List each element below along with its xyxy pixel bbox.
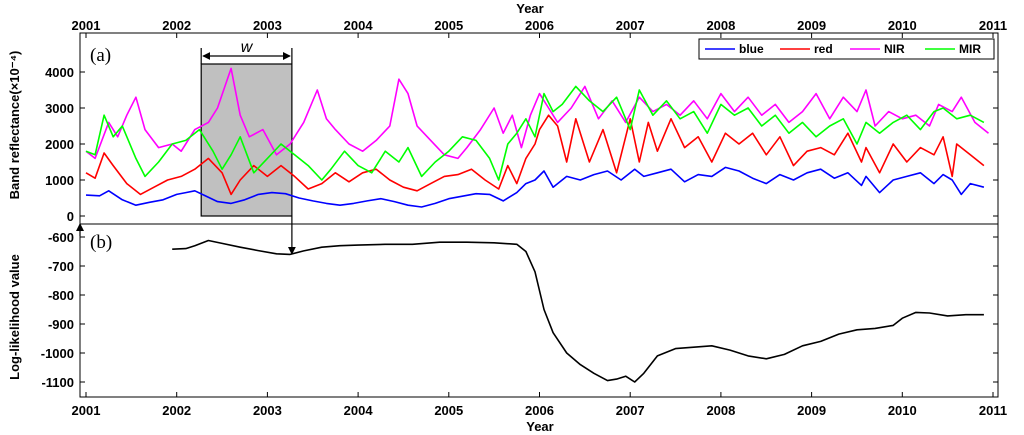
legend-label-nir: NIR [884, 42, 905, 56]
series-nir-line [85, 67, 989, 160]
panel-b-y-tick-label: -1100 [41, 375, 74, 390]
panel-b-y-tick-label: -1000 [41, 346, 74, 361]
x-tick-label-top: 2002 [162, 18, 191, 33]
legend-box [698, 38, 995, 60]
x-tick-label-top: 2010 [888, 18, 917, 33]
panel-a-label: (a) [90, 45, 111, 66]
x-tick-label-top: 2005 [434, 18, 463, 33]
series-blue-line [85, 166, 985, 208]
x-tick-label-bottom: 2002 [162, 403, 191, 418]
series-mir-line [85, 85, 985, 181]
top-x-axis-title: Year [516, 1, 543, 16]
x-tick-label-bottom: 2011 [979, 403, 1007, 418]
series-log-likelihood-line [172, 239, 984, 383]
x-tick-label-top: 2009 [797, 18, 826, 33]
x-tick-label-bottom: 2007 [616, 403, 645, 418]
axis-ticks: 2001 2001 2002 2002 2003 2003 2004 2004 2005 2005… [41, 18, 1007, 418]
panel-b-label: (b) [90, 232, 112, 253]
x-tick-label-top: 2004 [344, 18, 374, 33]
x-tick-label-bottom: 2004 [344, 403, 374, 418]
panel-b-series [172, 239, 984, 383]
x-tick-label-bottom: 2001 [72, 403, 101, 418]
x-tick-label-top: 2001 [72, 18, 101, 33]
x-tick-label-top: 2007 [616, 18, 645, 33]
panel-a-y-tick-label: 4000 [45, 65, 74, 80]
x-tick-label-bottom: 2010 [888, 403, 917, 418]
panel-a-y-axis-title: Band reflectance(×10⁻⁴) [7, 51, 22, 200]
panel-a-y-tick-label: 3000 [45, 101, 74, 116]
panel-a-y-tick-label: 1000 [45, 173, 74, 188]
panel-b-y-axis-title: Log-likelihood value [7, 254, 22, 380]
x-tick-label-bottom: 2008 [706, 403, 735, 418]
panel-a-series [85, 67, 989, 208]
legend: blue red NIR MIR [698, 38, 995, 60]
series-red-line [85, 114, 985, 196]
panel-b-y-tick-label: -600 [48, 230, 74, 245]
legend-label-blue: blue [739, 42, 764, 56]
x-tick-label-top: 2006 [525, 18, 554, 33]
x-tick-label-top: 2008 [706, 18, 735, 33]
window-width-label: w [241, 39, 254, 56]
x-tick-label-top: 2011 [979, 18, 1007, 33]
panel-a-y-tick-label: 0 [67, 209, 74, 224]
moving-window-shade [200, 63, 293, 217]
x-tick-label-bottom: 2003 [253, 403, 282, 418]
legend-label-mir: MIR [959, 42, 981, 56]
x-tick-label-top: 2003 [253, 18, 282, 33]
panel-b-y-tick-label: -700 [48, 259, 74, 274]
panel-b-y-tick-label: -800 [48, 288, 74, 303]
x-tick-label-bottom: 2009 [797, 403, 826, 418]
panel-b-y-tick-label: -900 [48, 317, 74, 332]
legend-label-red: red [814, 42, 833, 56]
x-tick-label-bottom: 2006 [525, 403, 554, 418]
x-tick-label-bottom: 2005 [434, 403, 463, 418]
bottom-x-axis-title: Year [526, 419, 553, 434]
panel-a-y-tick-label: 2000 [45, 137, 74, 152]
